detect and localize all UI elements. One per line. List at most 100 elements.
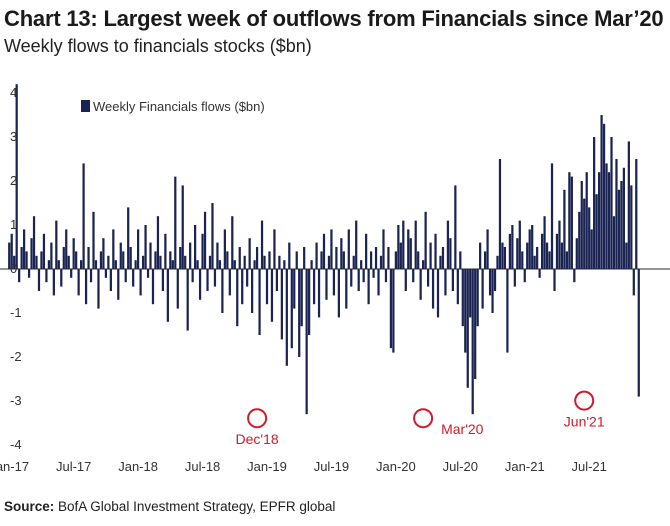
bar [265,269,269,305]
y-tick-label: -2 [10,349,22,364]
x-tick-label: Jul-19 [314,459,349,474]
bar [590,229,593,269]
bar [595,194,598,269]
bar [570,176,573,269]
bar [560,242,564,269]
bar [169,251,172,269]
bar [280,269,283,340]
bar [308,269,311,335]
legend-swatch [81,100,90,112]
bar [97,269,100,309]
bar [35,255,38,269]
bar [540,233,544,269]
bar [632,269,635,296]
bar [166,269,169,322]
annotation-marker [247,408,268,429]
y-tick-label: 3 [10,129,17,144]
bar [394,251,397,269]
bar [424,211,427,269]
bar [181,185,184,269]
y-tick-label: -3 [10,393,22,408]
bar [335,247,338,269]
bar [402,220,405,269]
legend-label: Weekly Financials flows ($bn) [93,99,265,114]
bar [10,233,13,269]
source-text: BofA Global Investment Strategy, EPFR gl… [54,499,336,514]
bar [337,269,340,318]
bar [117,269,120,300]
bar [369,251,373,269]
bar [298,269,301,357]
bar [228,269,231,296]
bar [15,84,18,269]
bar [538,269,541,278]
bar [107,255,110,269]
bar [80,260,83,269]
bar [434,233,437,269]
bar [119,242,122,269]
bar [57,260,60,269]
y-tick-label: 2 [10,173,17,188]
bar [176,269,179,309]
bar [407,229,410,269]
bar [251,269,254,313]
bar [513,269,516,287]
bar [114,260,117,269]
bar [449,238,452,269]
bar [87,247,90,269]
bar [426,269,430,287]
bar [602,123,606,269]
bar [365,233,368,269]
bar [60,269,63,287]
bar [635,159,638,269]
bar [127,207,130,269]
bar [290,269,293,349]
bar [451,269,454,291]
annotation-marker [574,390,595,411]
bar [382,229,385,269]
bar [253,260,256,269]
bar [310,260,313,269]
bar [317,269,321,318]
bar [82,163,85,269]
bar [612,216,616,269]
bar [13,255,16,269]
bar [241,269,244,305]
bar [409,238,412,269]
bar [72,238,75,269]
bar [476,269,479,327]
y-tick-label: 1 [10,217,17,232]
bar [255,247,259,269]
bar [132,269,135,287]
bar [8,242,11,269]
bar [70,269,73,278]
bar [555,233,559,269]
bar [236,269,239,327]
bar [124,269,127,283]
bar [637,269,640,397]
bar [360,260,363,269]
bar [620,181,623,269]
bar [412,269,415,283]
bar [543,216,546,269]
bar [327,255,331,269]
bar [89,269,93,283]
bar [141,255,145,269]
bar [521,251,524,269]
bar [474,269,477,379]
source-label: Source: [4,499,55,514]
bar [102,238,105,269]
bar [273,229,276,269]
bar [503,247,507,269]
bar [488,269,492,296]
source-note: Source: BofA Global Investment Strategy,… [4,499,335,514]
bar [226,251,229,269]
bar [417,251,420,269]
bar [622,167,625,269]
bar [288,242,291,269]
bar [501,242,504,269]
x-tick-label: Jul-18 [185,459,220,474]
bar [206,269,209,291]
bar [312,269,316,305]
bar [479,242,482,269]
